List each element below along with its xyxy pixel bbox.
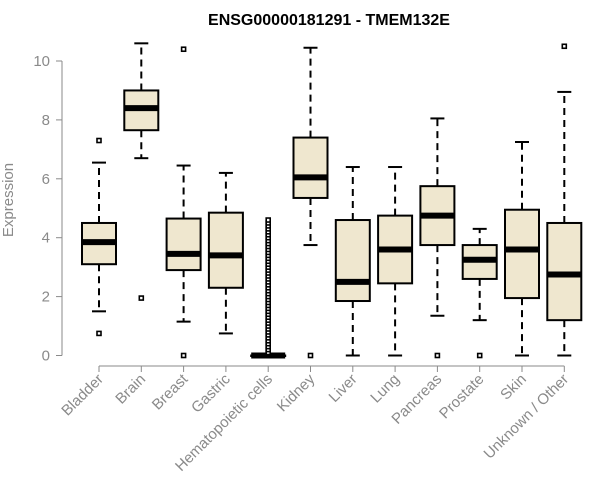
axes: 0 2 4 6 8 10 <box>33 53 565 372</box>
outlier-point <box>434 352 441 359</box>
outlier-point <box>180 46 187 53</box>
outlier-point <box>96 137 102 144</box>
box-group-brain <box>123 42 160 301</box>
outlier-point <box>307 352 314 359</box>
box-group-pancreas <box>419 117 456 359</box>
outlier-point <box>96 330 102 337</box>
outlier-point <box>561 43 568 50</box>
box-iqr <box>165 217 202 272</box>
box-group-bladder <box>81 137 117 337</box>
x-tick-label: Kidney <box>274 370 319 415</box>
box-iqr <box>504 208 540 300</box>
y-tick-label: 0 <box>42 348 50 365</box>
y-tick-label: 8 <box>42 112 50 129</box>
x-tick-label: Skin <box>497 371 530 404</box>
boxes <box>81 42 583 359</box>
box-group-prostate <box>461 227 498 359</box>
box-group-liver <box>334 166 371 357</box>
x-tick-label: Lung <box>367 371 403 407</box>
outlier-point <box>476 352 483 359</box>
chart-title: ENSG00000181291 - TMEM132E <box>208 12 450 29</box>
box-group-lung <box>377 166 414 357</box>
box-iqr <box>292 136 329 199</box>
y-tick-label: 4 <box>42 230 50 247</box>
box-iqr <box>334 219 371 303</box>
box-group-gastric <box>207 171 244 335</box>
x-tick-label: Liver <box>326 371 361 406</box>
outlier-point <box>138 295 145 301</box>
y-tick-label: 10 <box>33 53 50 70</box>
y-axis-label: Expression <box>0 163 17 237</box>
box-group-skin <box>504 140 540 357</box>
box-iqr <box>207 211 244 289</box>
y-tick-label: 2 <box>42 289 50 306</box>
box-group-breast <box>165 46 202 359</box>
x-tick-label: Breast <box>149 370 192 413</box>
x-tick-label: Bladder <box>58 371 107 420</box>
x-tick-label: Prostate <box>436 371 488 423</box>
y-tick-label: 6 <box>42 171 50 188</box>
box-group-hematopoietic-cells <box>250 217 287 359</box>
outlier-point <box>180 352 187 359</box>
box-group-unknown-other <box>546 43 583 357</box>
outlier-point <box>265 217 272 223</box>
x-tick-label: Brain <box>112 371 149 408</box>
box-group-kidney <box>292 46 329 359</box>
